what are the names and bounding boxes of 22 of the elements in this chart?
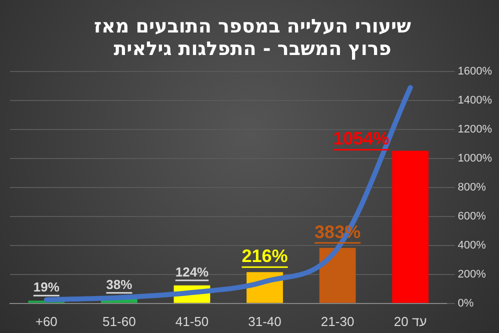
bar [392,150,429,303]
x-tick-label: 21-30 [320,314,354,329]
x-tick-label: עד 20 [394,314,427,329]
x-tick-label: 31-40 [248,314,282,329]
y-tick-label: 200% [458,268,486,280]
y-tick-label: 1400% [458,94,492,107]
data-label: 216% [242,246,288,266]
y-tick-label: 800% [458,182,486,194]
y-tick-label: 600% [458,210,486,223]
data-label: 124% [175,264,210,280]
data-label: 19% [33,280,60,295]
x-tick-label: +60 [35,314,58,329]
x-tick-label: 51-60 [102,314,136,329]
y-tick-label: 0% [458,297,474,310]
x-tick-label: 41-50 [175,314,209,329]
y-tick-label: 1000% [458,152,492,165]
bar [319,248,356,303]
data-label: 38% [106,276,133,292]
chart-title: שיעורי העלייה במספר התובעים מאז פרוץ המשבר - התפלגות גילאית [94,15,412,60]
y-tick-label: 1200% [458,124,492,136]
y-tick-label: 400% [458,239,486,252]
y-tick-label: 1600% [458,66,492,78]
